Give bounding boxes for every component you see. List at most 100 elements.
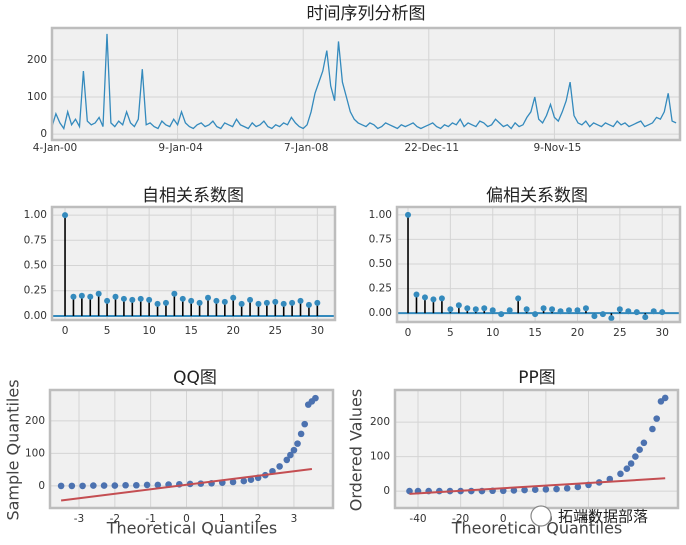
point bbox=[521, 486, 528, 494]
y-tick-label: 0.25 bbox=[24, 285, 47, 297]
stem-marker bbox=[280, 300, 287, 307]
point bbox=[653, 415, 660, 422]
chart: 偏相关系数图 0.00 0.25 0.50 0.75 1.00 0 5 10 15 20 25 30 bbox=[369, 186, 682, 339]
plot-border bbox=[50, 26, 682, 142]
plot-border bbox=[395, 205, 682, 324]
chart-title: QQ图 bbox=[173, 368, 217, 388]
y-tick-label: 100 bbox=[27, 91, 47, 103]
point bbox=[111, 482, 119, 489]
point bbox=[553, 485, 560, 493]
x-tick-label: 9-Jan-04 bbox=[158, 142, 203, 154]
x-tick-label: 15 bbox=[184, 325, 197, 337]
y-tick-label: 0.00 bbox=[369, 307, 392, 319]
x-tick-label: 22-Dec-11 bbox=[404, 142, 459, 154]
plot-border bbox=[48, 388, 335, 510]
stem-marker bbox=[314, 299, 321, 306]
stem-marker bbox=[78, 292, 85, 299]
stem-marker bbox=[557, 308, 564, 315]
stem-marker bbox=[230, 294, 237, 301]
point bbox=[640, 439, 648, 447]
stem-marker bbox=[188, 297, 195, 304]
stem-marker bbox=[112, 293, 119, 300]
stem-marker bbox=[205, 294, 212, 301]
x-tick-label: -20 bbox=[452, 513, 469, 525]
stem-marker bbox=[506, 307, 513, 314]
chart-title: 时间序列分析图 bbox=[307, 4, 426, 24]
stem-marker bbox=[650, 308, 657, 315]
point bbox=[301, 420, 309, 428]
point bbox=[661, 394, 669, 402]
stem-marker bbox=[238, 300, 245, 307]
stem-marker bbox=[62, 212, 69, 219]
stem-marker bbox=[659, 309, 666, 316]
point bbox=[90, 482, 97, 489]
x-tick-label: 0 bbox=[405, 327, 412, 339]
stem-marker bbox=[120, 295, 127, 302]
stem-marker bbox=[305, 301, 312, 308]
x-tick-label: 0 bbox=[500, 513, 507, 525]
point bbox=[143, 481, 151, 489]
stem-marker bbox=[447, 306, 454, 313]
chart: QQ图 0 100 200 -3 -2 -1 0 1 2 3 Theoretical Quantile… bbox=[4, 368, 335, 538]
x-tick-label: 7-Jan-08 bbox=[284, 142, 328, 154]
plot-background bbox=[52, 28, 680, 140]
y-tick-label: 0 bbox=[38, 480, 45, 492]
x-tick-label: 20 bbox=[571, 327, 584, 339]
point bbox=[542, 486, 550, 493]
y-tick-label: 0 bbox=[383, 485, 390, 497]
point bbox=[510, 487, 518, 494]
x-tick-label: 30 bbox=[311, 325, 324, 337]
x-tick-label: 2 bbox=[255, 513, 262, 525]
stem-marker bbox=[574, 307, 581, 314]
stem-marker bbox=[95, 290, 102, 297]
stem-marker bbox=[566, 307, 573, 314]
x-tick-label: 9-Nov-15 bbox=[533, 142, 581, 154]
chart-title: 偏相关系数图 bbox=[486, 186, 588, 206]
stem-marker bbox=[633, 309, 640, 316]
stem-marker bbox=[455, 302, 462, 309]
y-tick-label: 0 bbox=[40, 128, 47, 140]
point bbox=[229, 478, 237, 486]
stem-marker bbox=[616, 306, 623, 313]
fit-line bbox=[409, 477, 666, 495]
stem-marker bbox=[421, 294, 428, 301]
point bbox=[574, 483, 582, 491]
chart: 自相关系数图 0.00 0.25 0.50 0.75 1.00 0 5 10 15 20 25 30 bbox=[24, 186, 337, 337]
stem-marker bbox=[532, 311, 539, 318]
stem-marker bbox=[297, 297, 304, 304]
x-tick-label: 30 bbox=[656, 327, 669, 339]
y-tick-label: 100 bbox=[370, 451, 390, 463]
chart-title: PP图 bbox=[518, 368, 556, 388]
point bbox=[636, 446, 643, 453]
point bbox=[632, 453, 639, 460]
point bbox=[283, 456, 291, 464]
chart-title: 自相关系数图 bbox=[142, 186, 244, 206]
point bbox=[531, 486, 539, 494]
point bbox=[312, 394, 319, 402]
x-tick-label: 20 bbox=[227, 325, 240, 337]
x-tick-label: 10 bbox=[486, 327, 499, 339]
point bbox=[100, 482, 108, 489]
stem-marker bbox=[599, 311, 606, 318]
stem-marker bbox=[213, 297, 220, 304]
point bbox=[154, 481, 162, 489]
point bbox=[57, 482, 65, 490]
x-tick-label: 0 bbox=[62, 325, 69, 337]
y-tick-label: 200 bbox=[25, 415, 45, 427]
y-axis-label: Sample Quantiles bbox=[4, 379, 23, 520]
y-tick-label: 1.00 bbox=[24, 209, 47, 221]
watermark-text: 拓端数据部落 bbox=[558, 508, 648, 526]
x-tick-label: 25 bbox=[613, 327, 626, 339]
stem-marker bbox=[179, 295, 186, 302]
point bbox=[79, 482, 86, 490]
y-tick-label: 0.50 bbox=[24, 260, 47, 272]
stem-marker bbox=[540, 305, 547, 312]
point bbox=[240, 477, 248, 485]
stem-marker bbox=[608, 315, 615, 322]
stem-marker bbox=[515, 295, 522, 302]
y-tick-label: 0.25 bbox=[369, 283, 392, 295]
x-axis-label: Theoretical Quantiles bbox=[451, 519, 623, 538]
x-tick-label: -2 bbox=[110, 513, 120, 525]
stem-marker bbox=[642, 314, 649, 321]
